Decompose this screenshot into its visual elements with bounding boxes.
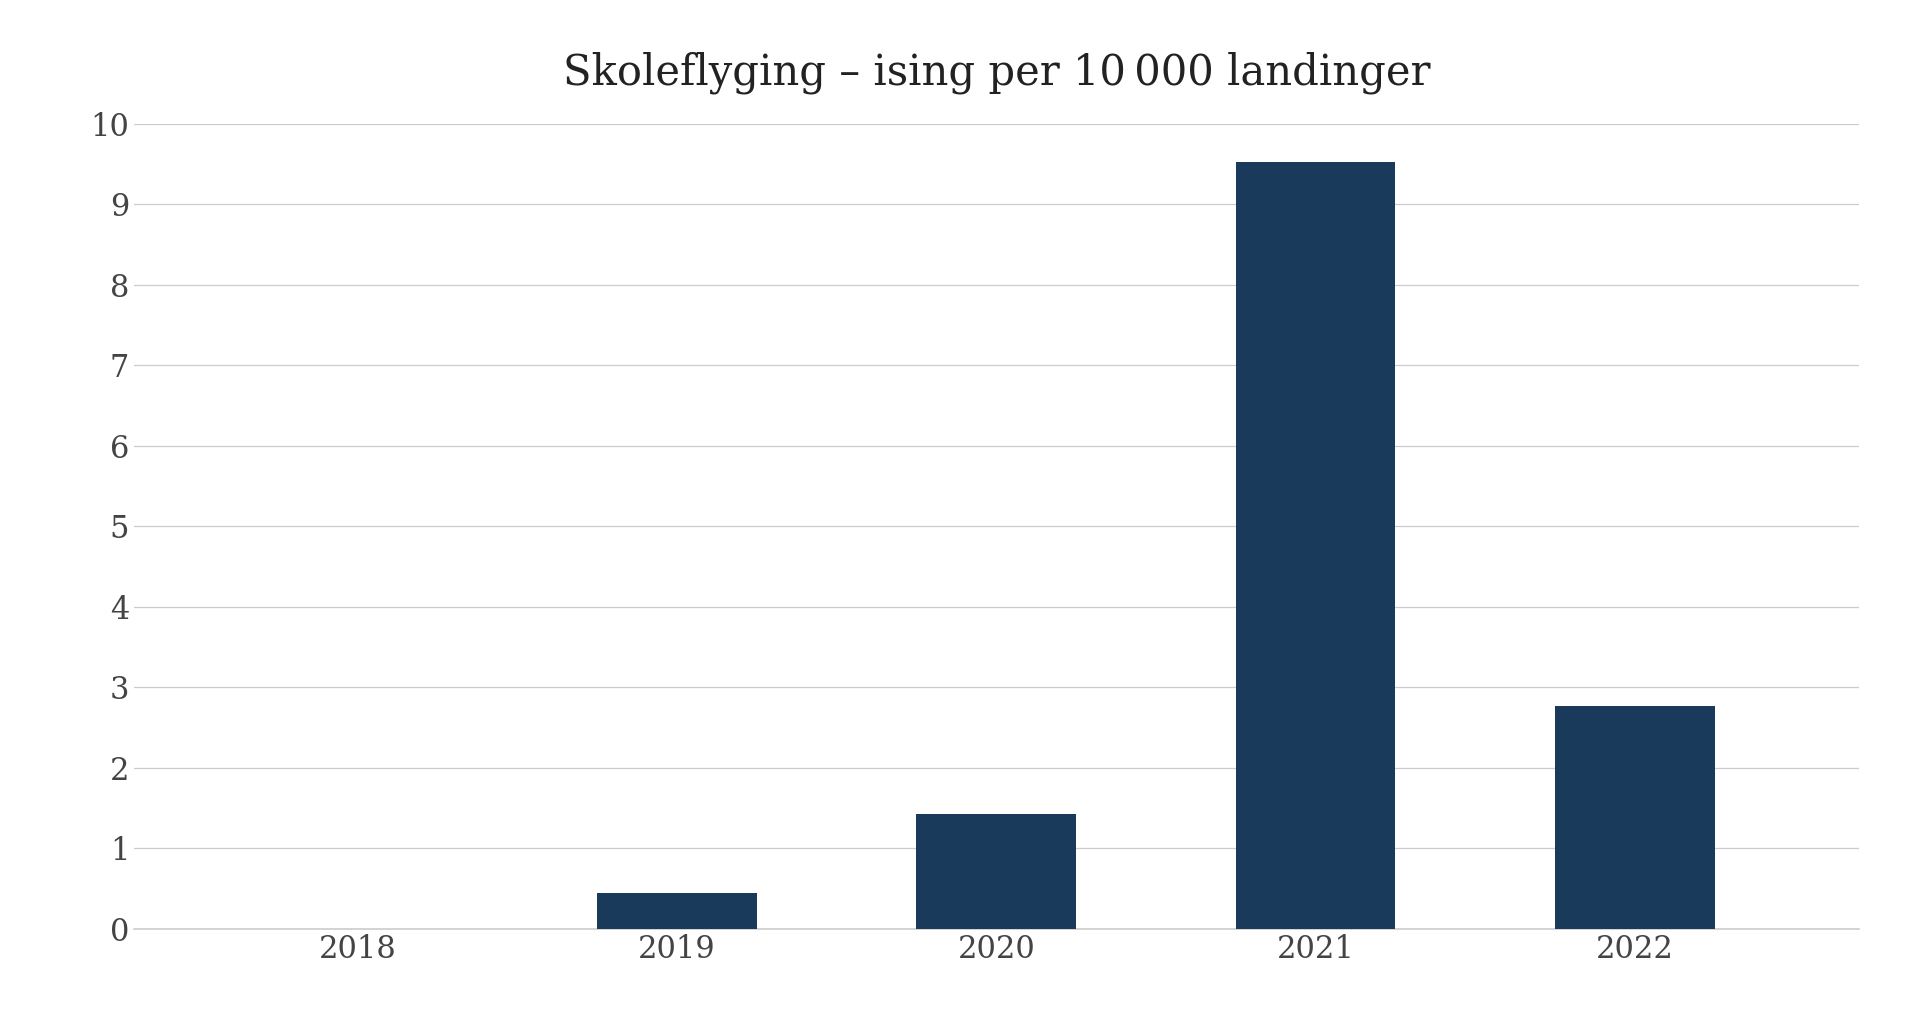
Bar xyxy=(1236,162,1395,929)
Bar xyxy=(598,893,757,929)
Title: Skoleflyging – ising per 10 000 landinger: Skoleflyging – ising per 10 000 landinge… xyxy=(563,52,1429,95)
Bar xyxy=(916,814,1077,929)
Bar xyxy=(1556,706,1715,929)
